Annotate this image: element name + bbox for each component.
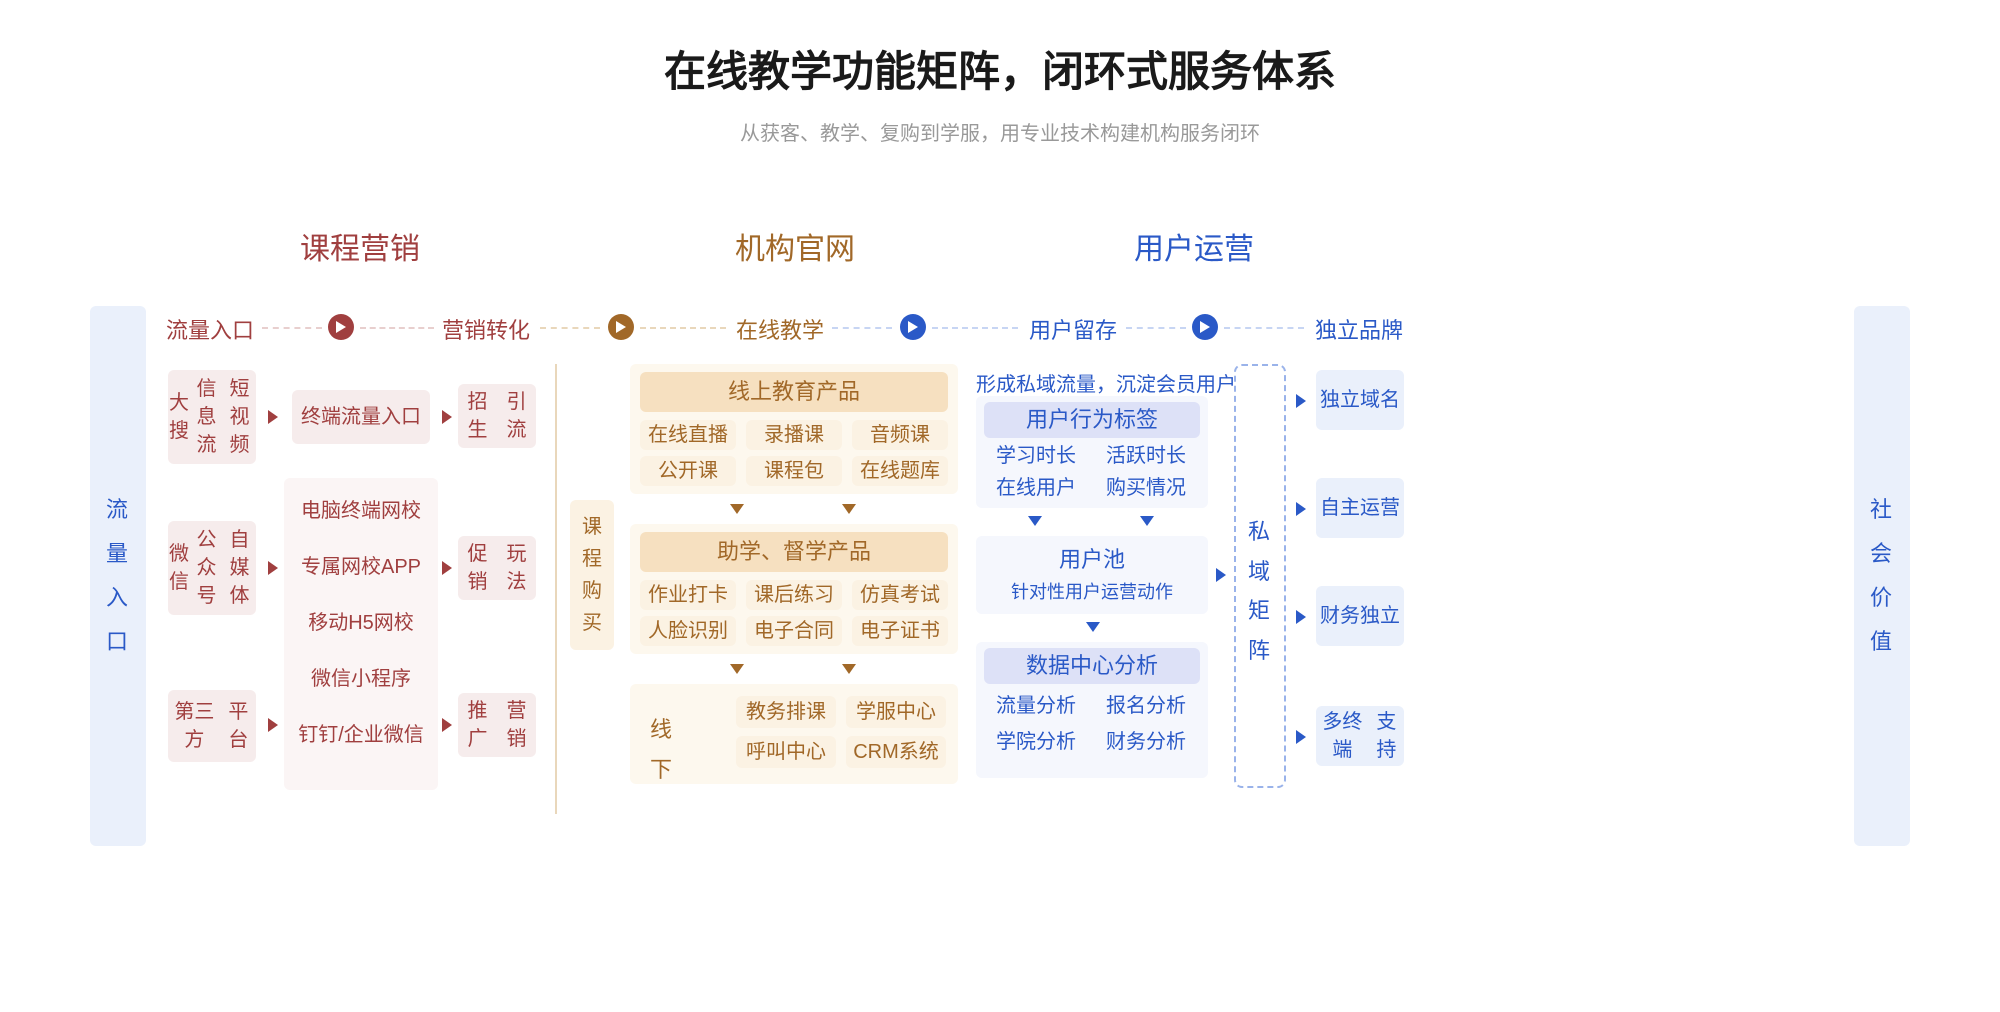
assist-item: 电子证书 <box>852 616 948 646</box>
arrow-right-icon <box>1296 502 1306 516</box>
analysis-tag: 学院分析 <box>986 728 1086 756</box>
analysis-tag: 流量分析 <box>986 692 1086 720</box>
online-item: 在线题库 <box>852 456 948 486</box>
assist-item: 人脸识别 <box>640 616 736 646</box>
section-user-ops: 用户运营 <box>1134 224 1254 268</box>
brand-self-operate: 自主运营 <box>1316 478 1404 538</box>
pillar-social-value: 社会价值 <box>1854 306 1910 846</box>
assist-item: 仿真考试 <box>852 580 948 610</box>
arrow-down-icon <box>1028 516 1042 526</box>
arrow-right-icon <box>442 561 452 575</box>
online-item: 音频课 <box>852 420 948 450</box>
convert-spread: 推广营销 <box>458 693 536 757</box>
terminal-entry: 终端流量入口 <box>292 390 430 444</box>
section-course-marketing: 课程营销 <box>300 224 420 268</box>
online-item: 课程包 <box>746 456 842 486</box>
private-matrix-label: 私域矩阵 <box>1248 512 1270 670</box>
convert-promo: 促销玩法 <box>458 536 536 600</box>
step-online-teaching: 在线教学 <box>736 313 824 345</box>
divider <box>555 364 557 814</box>
convert-recruit: 招生引流 <box>458 384 536 448</box>
arrow-right-icon <box>442 410 452 424</box>
arrow-down-icon <box>842 664 856 674</box>
pillar-traffic-entry: 流量入口 <box>90 306 146 846</box>
behavior-tag: 购买情况 <box>1096 474 1196 502</box>
terminal-item: 电脑终端网校 <box>284 494 438 528</box>
arrow-right-icon <box>1296 730 1306 744</box>
retention-tagline: 形成私域流量，沉淀会员用户 <box>976 368 1236 397</box>
dash <box>832 327 892 329</box>
arrow-down-icon <box>842 504 856 514</box>
arrow-right-icon <box>1216 568 1226 582</box>
arrow-down-icon <box>1140 516 1154 526</box>
flow-dot-icon <box>608 314 634 340</box>
dash <box>262 327 322 329</box>
section-org-site: 机构官网 <box>735 224 855 268</box>
online-item: 公开课 <box>640 456 736 486</box>
pillar-label: 流量入口 <box>106 488 130 664</box>
step-row: 流量入口 营销转化 在线教学 用户留存 独立品牌 <box>0 313 2000 345</box>
page-subtitle: 从获客、教学、复购到学服，用专业技术构建机构服务闭环 <box>0 117 2000 146</box>
arrow-down-icon <box>730 664 744 674</box>
step-traffic-entry: 流量入口 <box>166 313 254 345</box>
terminal-item: 微信小程序 <box>284 662 438 696</box>
behavior-tag: 活跃时长 <box>1096 442 1196 470</box>
datacenter-header: 数据中心分析 <box>984 648 1200 684</box>
user-pool-panel: 用户池 针对性用户运营动作 <box>976 536 1208 614</box>
arrow-right-icon <box>442 718 452 732</box>
step-user-retention: 用户留存 <box>1029 313 1117 345</box>
arrow-right-icon <box>1296 610 1306 624</box>
offline-item: 教务排课 <box>736 696 836 728</box>
analysis-tag: 财务分析 <box>1096 728 1196 756</box>
offline-item: 学服中心 <box>846 696 946 728</box>
offline-item: CRM系统 <box>846 736 946 768</box>
behavior-header: 用户行为标签 <box>984 402 1200 438</box>
assist-item: 作业打卡 <box>640 580 736 610</box>
brand-finance: 财务独立 <box>1316 586 1404 646</box>
arrow-right-icon <box>1296 394 1306 408</box>
flow-dot-icon <box>900 314 926 340</box>
assist-item: 课后练习 <box>746 580 842 610</box>
offline-label: 线下 <box>650 710 672 789</box>
terminal-item: 钉钉/企业微信 <box>284 718 438 752</box>
assist-product-header: 助学、督学产品 <box>640 532 948 572</box>
brand-domain: 独立域名 <box>1316 370 1404 430</box>
brand-multi-terminal: 多终端支持 <box>1316 706 1404 766</box>
user-pool-sub: 针对性用户运营动作 <box>1011 580 1173 605</box>
arrow-right-icon <box>268 718 278 732</box>
flow-dot-icon <box>1192 314 1218 340</box>
pillar-label: 社会价值 <box>1870 488 1894 664</box>
dash <box>360 327 434 329</box>
traffic-source-search: 大搜信息流短视频 <box>168 370 256 464</box>
online-item: 在线直播 <box>640 420 736 450</box>
dash <box>640 327 726 329</box>
dash <box>540 327 600 329</box>
dash <box>932 327 1018 329</box>
terminal-item: 移动H5网校 <box>284 606 438 640</box>
arrow-down-icon <box>1086 622 1100 632</box>
arrow-right-icon <box>268 410 278 424</box>
analysis-tag: 报名分析 <box>1096 692 1196 720</box>
user-pool-title: 用户池 <box>1059 545 1125 576</box>
traffic-source-wechat: 微信公众号自媒体 <box>168 521 256 615</box>
assist-item: 电子合同 <box>746 616 842 646</box>
online-product-header: 线上教育产品 <box>640 372 948 412</box>
step-marketing-convert: 营销转化 <box>442 313 530 345</box>
online-item: 录播课 <box>746 420 842 450</box>
arrow-down-icon <box>730 504 744 514</box>
dash <box>1224 327 1304 329</box>
terminal-item: 专属网校APP <box>284 550 438 584</box>
behavior-tag: 在线用户 <box>986 474 1086 502</box>
step-indie-brand: 独立品牌 <box>1315 313 1403 345</box>
behavior-tag: 学习时长 <box>986 442 1086 470</box>
traffic-source-thirdparty: 第三方平台 <box>168 690 256 762</box>
offline-item: 呼叫中心 <box>736 736 836 768</box>
course-purchase: 课程购买 <box>570 500 614 650</box>
dash <box>1126 327 1186 329</box>
flow-dot-icon <box>328 314 354 340</box>
page-title: 在线教学功能矩阵，闭环式服务体系 <box>0 38 2000 99</box>
arrow-right-icon <box>268 561 278 575</box>
